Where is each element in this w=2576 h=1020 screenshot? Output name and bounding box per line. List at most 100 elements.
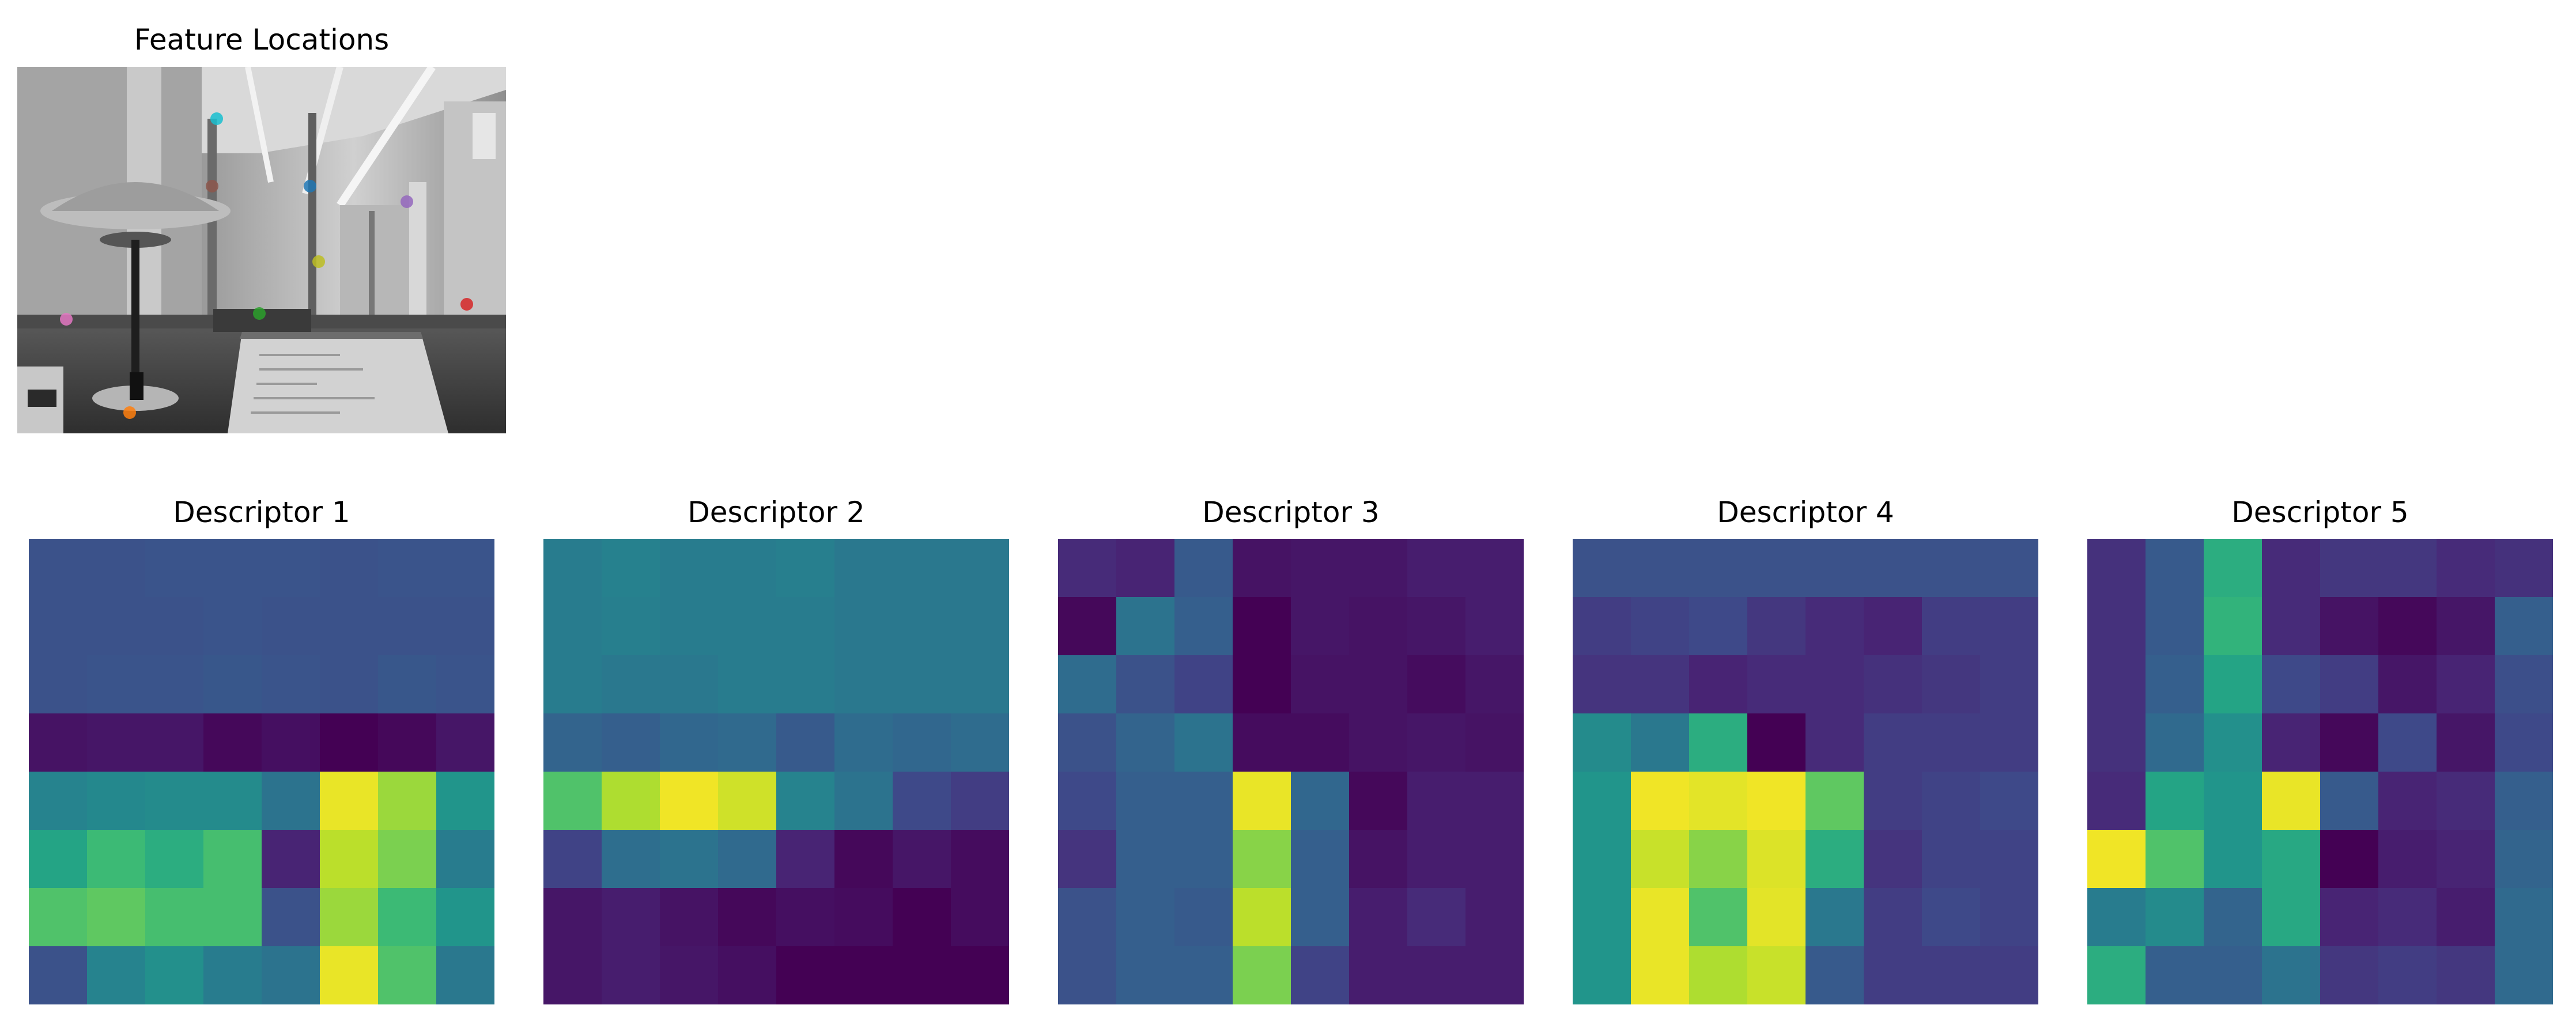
- heatmap-cell: [87, 597, 146, 656]
- heatmap-cell: [1631, 946, 1690, 1004]
- heatmap-cell: [1058, 539, 1117, 598]
- heatmap-cell: [1407, 830, 1466, 889]
- heatmap-cell: [1058, 597, 1117, 656]
- heatmap-cell: [2262, 830, 2321, 889]
- heatmap-cell: [1922, 597, 1981, 656]
- heatmap-cell: [893, 539, 951, 598]
- heatmap-cell: [203, 946, 262, 1004]
- heatmap-cell: [2378, 713, 2437, 772]
- heatmap-cell: [2087, 655, 2146, 714]
- heatmap-cell: [203, 772, 262, 830]
- keypoint-marker: [304, 180, 316, 192]
- heatmap-cell: [893, 830, 951, 889]
- heatmap-cell: [1291, 830, 1350, 889]
- heatmap-cell: [776, 772, 835, 830]
- heatmap-cell: [145, 597, 204, 656]
- heatmap-cell: [87, 946, 146, 1004]
- heatmap-cell: [834, 888, 893, 947]
- heatmap-cell: [1980, 946, 2038, 1004]
- heatmap-cell: [1864, 713, 1922, 772]
- heatmap-cell: [1747, 830, 1806, 889]
- heatmap-cell: [378, 597, 437, 656]
- heatmap-cell: [87, 888, 146, 947]
- heatmap-cell: [1465, 539, 1524, 598]
- heatmap-cell: [834, 655, 893, 714]
- heatmap-cell: [2320, 655, 2379, 714]
- heatmap-cell: [1631, 539, 1690, 598]
- heatmap-cell: [951, 713, 1009, 772]
- heatmap-cell: [1631, 830, 1690, 889]
- heatmap-cell: [718, 655, 777, 714]
- heatmap-cell: [436, 946, 494, 1004]
- heatmap-cell: [262, 539, 320, 598]
- heatmap-cell: [2320, 597, 2379, 656]
- heatmap-cell: [543, 772, 602, 830]
- heatmap-cell: [660, 772, 719, 830]
- heatmap-cell: [145, 655, 204, 714]
- heatmap-cell: [2262, 597, 2321, 656]
- heatmap-cell: [2146, 539, 2204, 598]
- heatmap-cell: [436, 597, 494, 656]
- heatmap-cell: [776, 713, 835, 772]
- heatmap-cell: [436, 713, 494, 772]
- heatmap-cell: [2087, 946, 2146, 1004]
- heatmap-cell: [320, 888, 379, 947]
- heatmap-cell: [1747, 946, 1806, 1004]
- descriptor-1-heatmap: [29, 539, 494, 1004]
- heatmap-cell: [1058, 655, 1117, 714]
- descriptor-2-title: Descriptor 2: [688, 496, 865, 529]
- heatmap-cell: [378, 539, 437, 598]
- heatmap-cell: [1407, 539, 1466, 598]
- heatmap-cell: [203, 830, 262, 889]
- heatmap-cell: [1349, 655, 1408, 714]
- heatmap-cell: [1349, 539, 1408, 598]
- heatmap-cell: [1980, 772, 2038, 830]
- heatmap-cell: [1573, 946, 1631, 1004]
- heatmap-cell: [203, 597, 262, 656]
- heatmap-cell: [543, 830, 602, 889]
- heatmap-cell: [1631, 713, 1690, 772]
- heatmap-cell: [951, 946, 1009, 1004]
- heatmap-cell: [2087, 597, 2146, 656]
- heatmap-cell: [1407, 772, 1466, 830]
- heatmap-cell: [262, 772, 320, 830]
- heatmap-cell: [660, 830, 719, 889]
- heatmap-cell: [1922, 772, 1981, 830]
- heatmap-cell: [1980, 888, 2038, 947]
- heatmap-cell: [1465, 713, 1524, 772]
- heatmap-cell: [2378, 888, 2437, 947]
- heatmap-cell: [320, 539, 379, 598]
- heatmap-cell: [2437, 539, 2495, 598]
- heatmap-cell: [1806, 772, 1864, 830]
- heatmap-cell: [2087, 713, 2146, 772]
- heatmap-cell: [2495, 888, 2553, 947]
- heatmap-cell: [1465, 597, 1524, 656]
- heatmap-cell: [145, 888, 204, 947]
- heatmap-cell: [1806, 830, 1864, 889]
- heatmap-cell: [1174, 830, 1233, 889]
- heatmap-cell: [2204, 946, 2263, 1004]
- heatmap-cell: [203, 655, 262, 714]
- heatmap-cell: [2204, 597, 2263, 656]
- descriptor-1-title: Descriptor 1: [173, 496, 350, 529]
- keypoint-markers: [60, 112, 473, 419]
- heatmap-cell: [1806, 539, 1864, 598]
- keypoint-marker: [460, 298, 473, 311]
- heatmap-cell: [145, 539, 204, 598]
- heatmap-cell: [718, 597, 777, 656]
- heatmap-cell: [1233, 655, 1291, 714]
- heatmap-cell: [2262, 539, 2321, 598]
- heatmap-cell: [834, 946, 893, 1004]
- heatmap-cell: [1116, 946, 1175, 1004]
- heatmap-cell: [1922, 713, 1981, 772]
- keypoint-marker: [123, 406, 136, 419]
- heatmap-cell: [2378, 830, 2437, 889]
- heatmap-cell: [1689, 772, 1748, 830]
- heatmap-cell: [2495, 772, 2553, 830]
- heatmap-cell: [718, 830, 777, 889]
- heatmap-cell: [660, 597, 719, 656]
- keypoint-marker: [401, 195, 413, 208]
- keypoint-marker: [210, 112, 223, 125]
- heatmap-cell: [1922, 539, 1981, 598]
- heatmap-cell: [2087, 772, 2146, 830]
